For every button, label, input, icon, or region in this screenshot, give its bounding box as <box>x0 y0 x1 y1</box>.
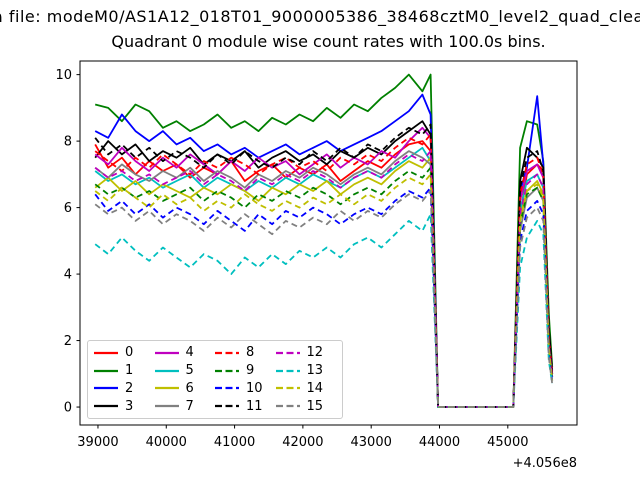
legend-label: 0 <box>125 345 134 361</box>
legend-label: 5 <box>185 363 194 379</box>
legend-label: 7 <box>185 398 194 414</box>
legend-item-12: 12 <box>275 344 337 362</box>
series-lines <box>94 73 554 408</box>
legend-line-sample <box>215 351 239 354</box>
legend-line-sample <box>94 351 118 354</box>
x-tick-label: 43000 <box>351 435 392 450</box>
legend-line-sample <box>275 405 300 408</box>
x-tick-label: 45000 <box>487 435 528 450</box>
legend-label: 1 <box>125 363 134 379</box>
legend-line-sample <box>94 387 118 390</box>
legend: 0 1 2 3 4 5 6 7 8 9 10 11 12 13 14 15 <box>87 340 343 419</box>
series-line-10 <box>94 186 554 408</box>
legend-line-sample <box>275 351 300 354</box>
x-axis-offset-text: +4.056e8 <box>513 456 577 471</box>
legend-label: 4 <box>185 345 194 361</box>
plot-suptitle: a file: modeM0/AS1A12_018T01_9000005386_… <box>0 7 640 26</box>
legend-label: 11 <box>246 398 263 414</box>
legend-label: 8 <box>246 345 255 361</box>
legend-label: 12 <box>306 345 324 361</box>
legend-item-13: 13 <box>275 362 337 380</box>
x-tick-label: 44000 <box>419 435 460 450</box>
series-line-15 <box>94 190 554 408</box>
legend-line-sample <box>275 369 300 372</box>
legend-label: 2 <box>125 380 134 396</box>
legend-item-3: 3 <box>94 397 155 415</box>
legend-label: 3 <box>125 398 134 414</box>
x-tick-label: 41000 <box>214 435 255 450</box>
legend-line-sample <box>275 387 300 390</box>
legend-line-sample <box>215 369 239 372</box>
legend-label: 9 <box>246 363 255 379</box>
legend-label: 6 <box>185 380 194 396</box>
y-tick-label: 8 <box>64 135 72 150</box>
legend-item-0: 0 <box>94 344 155 362</box>
x-tick-label: 39000 <box>77 435 118 450</box>
legend-label: 14 <box>306 380 324 396</box>
y-tick-label: 6 <box>64 201 72 216</box>
legend-item-11: 11 <box>215 397 276 415</box>
legend-line-sample <box>154 405 179 408</box>
legend-item-9: 9 <box>215 362 276 380</box>
legend-item-1: 1 <box>94 362 155 380</box>
legend-line-sample <box>154 387 179 390</box>
y-tick-label: 10 <box>55 68 72 83</box>
legend-item-2: 2 <box>94 380 155 398</box>
plot-frame <box>79 60 578 426</box>
legend-line-sample <box>94 369 118 372</box>
legend-line-sample <box>215 387 239 390</box>
plot-title: Quadrant 0 module wise count rates with … <box>111 32 546 51</box>
legend-label: 13 <box>306 363 324 379</box>
x-tick-label: 40000 <box>146 435 187 450</box>
x-tick-label: 42000 <box>282 435 323 450</box>
legend-item-15: 15 <box>275 397 337 415</box>
legend-line-sample <box>215 405 239 408</box>
legend-label: 10 <box>246 380 263 396</box>
legend-label: 15 <box>306 398 324 414</box>
legend-item-8: 8 <box>215 344 276 362</box>
y-tick-label: 2 <box>64 334 72 349</box>
legend-item-10: 10 <box>215 380 276 398</box>
legend-line-sample <box>154 351 179 354</box>
y-tick-label: 4 <box>64 268 72 283</box>
legend-item-7: 7 <box>154 397 216 415</box>
legend-item-5: 5 <box>154 362 216 380</box>
legend-item-4: 4 <box>154 344 216 362</box>
legend-item-14: 14 <box>275 380 337 398</box>
legend-line-sample <box>94 405 118 408</box>
y-tick-label: 0 <box>64 401 72 416</box>
legend-line-sample <box>154 369 179 372</box>
legend-item-6: 6 <box>154 380 216 398</box>
